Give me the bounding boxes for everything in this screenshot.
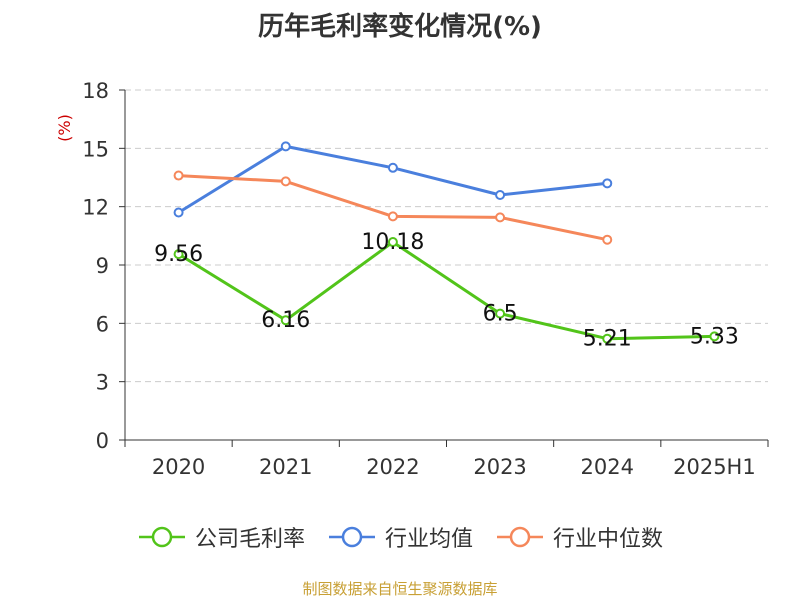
legend-swatch-marker: [151, 526, 173, 548]
data-label: 6.5: [483, 302, 518, 327]
y-axis-label: (%): [55, 114, 74, 142]
legend-label: 行业中位数: [553, 527, 664, 552]
series-layer: [173, 141, 720, 344]
y-tick-label: 15: [82, 137, 109, 161]
y-tick-label: 3: [96, 371, 109, 395]
data-point: [387, 237, 398, 248]
data-point: [173, 207, 184, 218]
data-point: [602, 333, 613, 344]
legend-label: 行业均值: [384, 527, 473, 552]
legend-item[interactable]: 行业中位数: [495, 521, 663, 553]
y-tick-label: 12: [82, 196, 109, 220]
legend-label: 公司毛利率: [194, 527, 305, 552]
chart-title: 历年毛利率变化情况(%): [258, 12, 542, 42]
legend-item[interactable]: 公司毛利率: [137, 521, 305, 553]
legend-swatch-marker: [341, 526, 363, 548]
y-tick-label: 0: [96, 429, 109, 453]
y-tick-label: 6: [96, 312, 109, 336]
data-point: [387, 162, 398, 173]
data-label: 5.33: [690, 324, 739, 349]
data-point: [280, 176, 291, 187]
x-tick-label: 2025H1: [673, 455, 756, 479]
data-point: [173, 249, 184, 260]
legend-swatch: [328, 526, 375, 548]
series-line: [177, 240, 715, 341]
data-point: [495, 190, 506, 200]
data-point: [387, 211, 398, 222]
data-point: [602, 234, 613, 245]
data-point: [280, 141, 291, 152]
data-label: 6.16: [261, 308, 310, 333]
x-tick-label: 2022: [366, 455, 419, 479]
y-tick-label: 9: [96, 254, 109, 278]
data-label: 10.18: [361, 230, 424, 255]
grid-layer: [125, 89, 768, 383]
x-tick-label: 2023: [473, 455, 526, 479]
data-point: [280, 315, 291, 326]
legend-swatch: [497, 526, 543, 548]
data-point: [602, 178, 613, 189]
legend: 公司毛利率 行业均值 行业中位数: [0, 520, 800, 554]
data-point: [173, 170, 184, 181]
data-point: [709, 331, 720, 342]
axis-layer: 0 3 6 9 12 15 18 (%) 2020 2021 2022 2023 2024 2025H1: [55, 79, 769, 479]
legend-swatch: [138, 526, 185, 548]
data-label: 9.56: [154, 242, 203, 267]
legend-swatch-marker: [509, 526, 531, 548]
legend-item[interactable]: 行业均值: [327, 521, 473, 553]
x-tick-label: 2024: [581, 455, 634, 479]
data-label: 5.21: [583, 327, 632, 352]
data-point: [495, 212, 506, 223]
y-tick-label: 18: [82, 79, 109, 103]
data-label-layer: 9.56 6.16 10.18 6.5 5.21 5.33: [154, 230, 739, 352]
data-point: [495, 308, 506, 319]
x-tick-label: 2021: [259, 455, 312, 479]
x-tick-label: 2020: [152, 455, 205, 479]
data-source-note: 制图数据来自恒生聚源数据库: [302, 580, 498, 598]
